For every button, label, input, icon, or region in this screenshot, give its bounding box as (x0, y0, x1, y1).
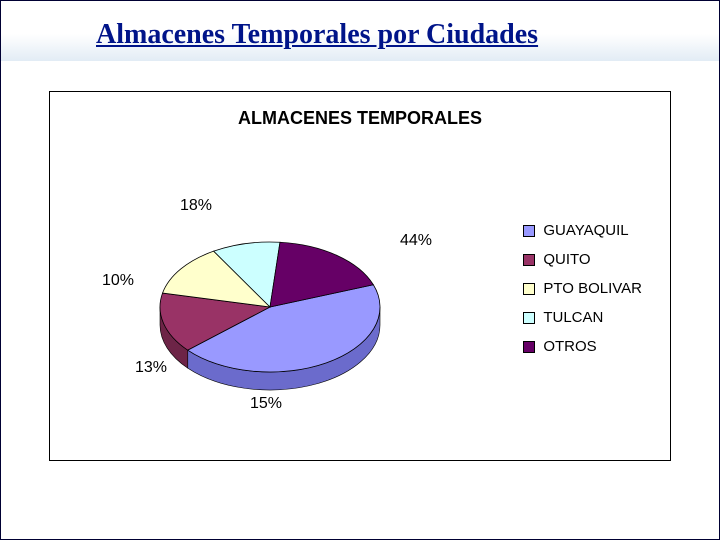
slice-percent-label: 10% (102, 272, 134, 290)
legend-item: OTROS (523, 338, 642, 355)
legend-item: QUITO (523, 251, 642, 268)
legend-swatch (523, 225, 535, 237)
pie-svg (140, 187, 400, 407)
legend-item: TULCAN (523, 309, 642, 326)
page-title: Almacenes Temporales por Ciudades (96, 19, 679, 51)
slice-percent-label: 44% (400, 232, 432, 250)
legend-label: PTO BOLIVAR (543, 280, 642, 297)
title-area: Almacenes Temporales por Ciudades (1, 1, 719, 61)
legend-label: GUAYAQUIL (543, 222, 628, 239)
pie-chart: 44%15%13%10%18% (140, 187, 400, 407)
legend-label: QUITO (543, 251, 590, 268)
legend: GUAYAQUIL QUITO PTO BOLIVAR TULCAN OTROS (523, 222, 642, 367)
chart-title: ALMACENES TEMPORALES (50, 108, 670, 129)
chart-container: ALMACENES TEMPORALES 44%15%13%10%18% GUA… (49, 91, 671, 461)
legend-swatch (523, 312, 535, 324)
legend-swatch (523, 254, 535, 266)
slice-percent-label: 15% (250, 395, 282, 413)
legend-label: OTROS (543, 338, 596, 355)
slice-percent-label: 13% (135, 359, 167, 377)
legend-item: GUAYAQUIL (523, 222, 642, 239)
legend-item: PTO BOLIVAR (523, 280, 642, 297)
legend-label: TULCAN (543, 309, 603, 326)
slice-percent-label: 18% (180, 197, 212, 215)
legend-swatch (523, 341, 535, 353)
legend-swatch (523, 283, 535, 295)
